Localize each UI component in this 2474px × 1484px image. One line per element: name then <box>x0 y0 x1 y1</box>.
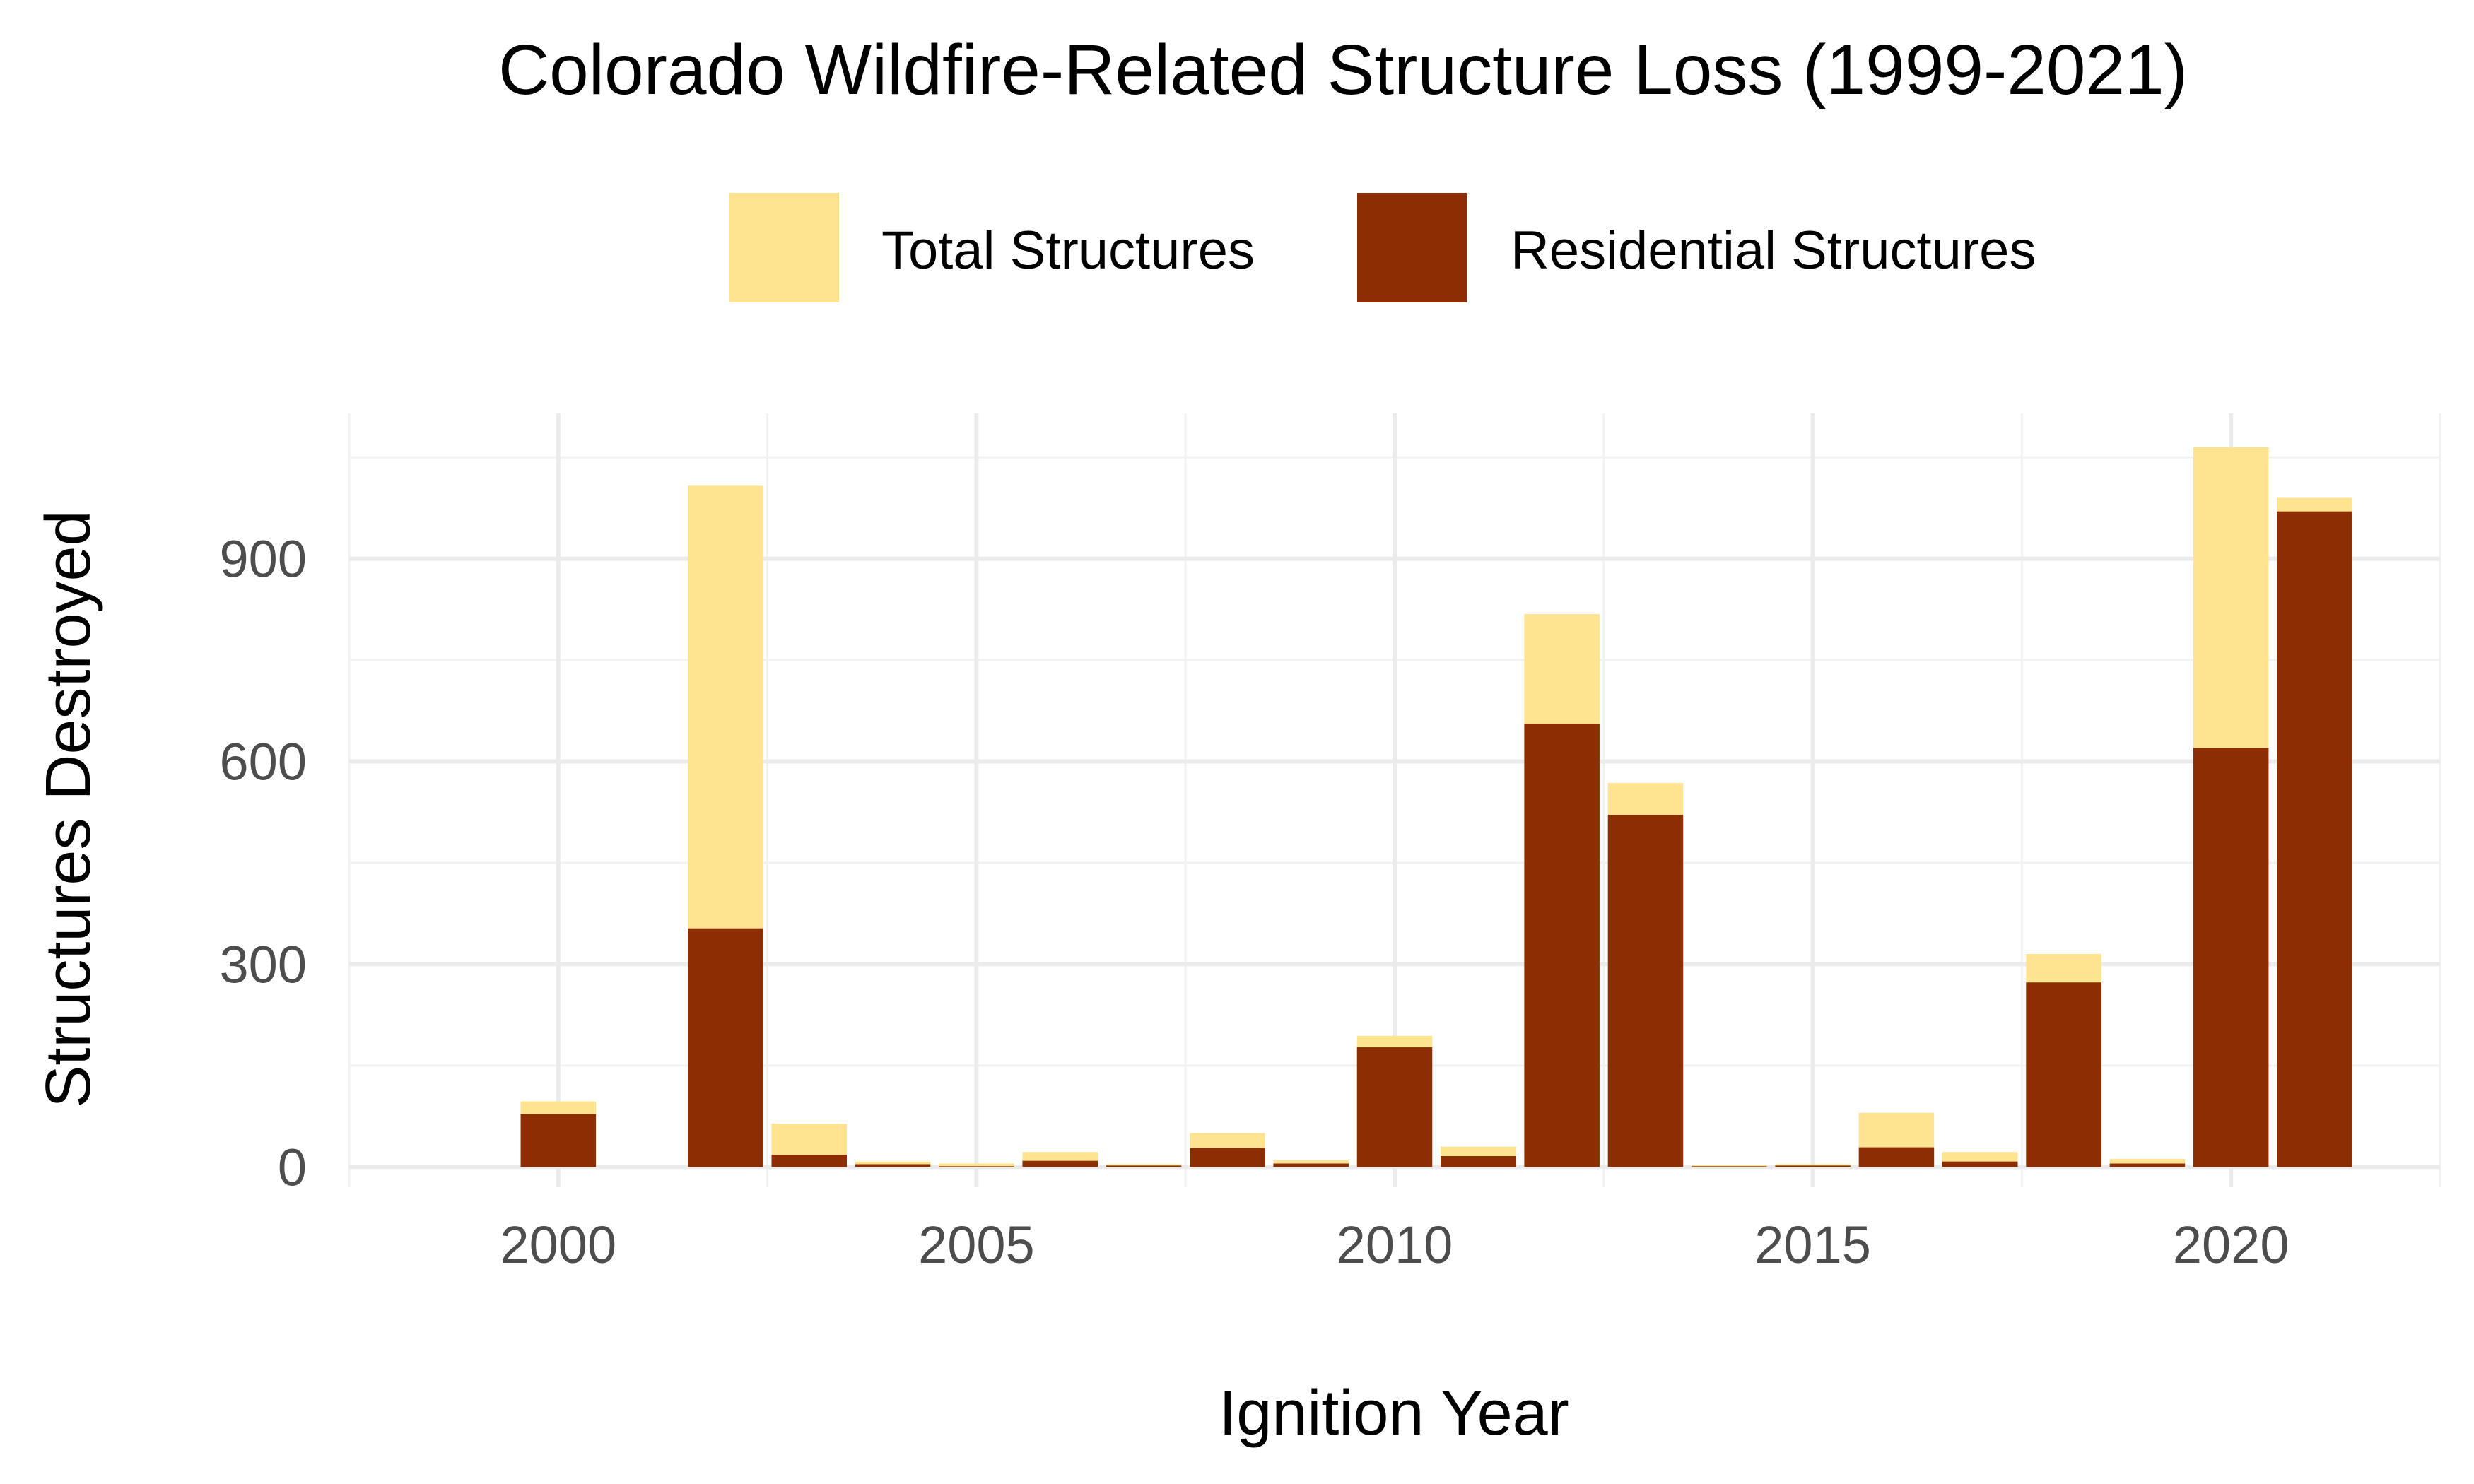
y-tick-label: 600 <box>220 733 307 791</box>
x-tick-label: 2000 <box>500 1215 616 1274</box>
bar-residential <box>771 1155 848 1167</box>
bar-residential <box>1858 1147 1935 1167</box>
x-tick-label: 2010 <box>1337 1215 1453 1274</box>
legend-swatch-total <box>729 193 839 302</box>
bar-residential <box>1607 815 1684 1167</box>
bar-residential <box>1441 1156 1516 1167</box>
bar-total <box>1692 1165 1767 1167</box>
bar-residential <box>520 1114 597 1167</box>
x-axis-ticks: 2000 2005 2010 2015 2020 <box>500 1215 2289 1274</box>
x-tick-label: 2005 <box>918 1215 1035 1274</box>
bar-residential <box>688 928 763 1167</box>
y-tick-label: 900 <box>220 530 307 589</box>
y-tick-label: 300 <box>220 935 307 994</box>
residential-structures-bars <box>520 511 2352 1167</box>
y-axis-title: Structures Destroyed <box>33 510 104 1107</box>
x-axis-title: Ignition Year <box>1219 1378 1569 1449</box>
bar-residential <box>1524 723 1600 1167</box>
bar-residential <box>1775 1165 1851 1167</box>
bar-residential <box>1273 1163 1349 1167</box>
bar-residential <box>1692 1166 1767 1167</box>
bar-total <box>939 1163 1014 1167</box>
bar-residential <box>2193 748 2269 1167</box>
x-tick-label: 2015 <box>1754 1215 1871 1274</box>
bar-residential <box>1356 1047 1433 1167</box>
bar-residential <box>2026 982 2101 1167</box>
legend-label-residential: Residential Structures <box>1511 220 2036 281</box>
bar-residential <box>1022 1160 1098 1167</box>
y-axis-ticks: 0 300 600 900 <box>220 530 307 1197</box>
bar-residential <box>2277 511 2352 1167</box>
bar-total <box>1273 1160 1349 1167</box>
bar-residential <box>1190 1148 1265 1167</box>
bar-residential <box>855 1164 931 1167</box>
legend-swatch-residential <box>1357 193 1467 302</box>
bar-total <box>2109 1158 2186 1167</box>
bar-residential <box>939 1166 1014 1167</box>
x-tick-label: 2020 <box>2173 1215 2290 1274</box>
legend: Total Structures Residential Structures <box>729 193 2036 302</box>
chart-title: Colorado Wildfire-Related Structure Loss… <box>498 30 2188 110</box>
y-tick-label: 0 <box>278 1138 307 1196</box>
bar-residential <box>1106 1165 1182 1167</box>
bar-residential <box>1942 1161 2018 1167</box>
bar-residential <box>2109 1163 2186 1167</box>
legend-label-total: Total Structures <box>881 220 1255 281</box>
